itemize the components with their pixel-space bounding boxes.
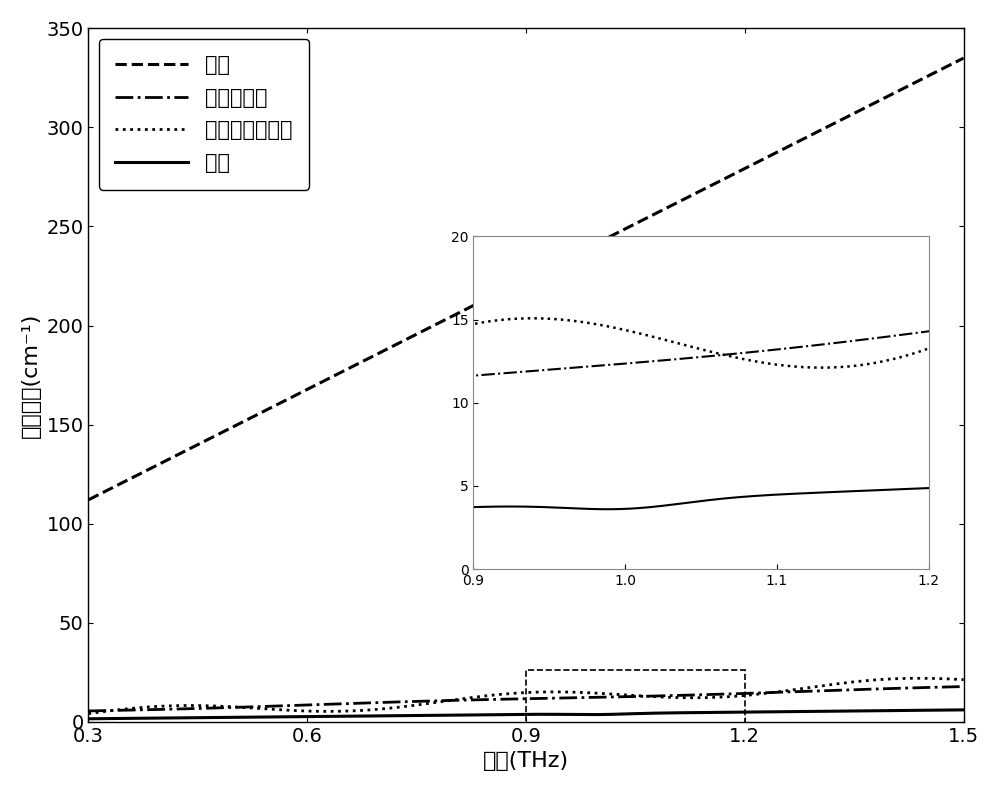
肉豆蘊酸异丙酯	[667, 693, 679, 703]
氟油	[478, 710, 490, 719]
氟油	[958, 705, 970, 714]
Bar	[526, 670, 745, 725]
氟油	[741, 707, 753, 717]
纯水	[237, 417, 249, 426]
氟油	[598, 710, 610, 719]
肉豆蘊酸异丙酯	[307, 706, 319, 716]
纯水	[741, 162, 753, 172]
二甲基硅油	[958, 682, 970, 691]
氟油	[667, 708, 679, 718]
Legend: 纯水, 二甲基硅油, 肉豆蘊酸异丙酯, 氟油: 纯水, 二甲基硅油, 肉豆蘊酸异丙酯, 氟油	[99, 39, 309, 189]
二甲基硅油	[598, 692, 610, 702]
Line: 氟油: 氟油	[88, 710, 964, 719]
纯水	[598, 234, 610, 244]
肉豆蘊酸异丙酯	[82, 709, 94, 718]
Y-axis label: 吸收系数(cm⁻¹): 吸收系数(cm⁻¹)	[21, 312, 41, 438]
氟油	[307, 712, 319, 722]
二甲基硅油	[82, 706, 94, 716]
二甲基硅油	[667, 691, 679, 700]
纯水	[958, 53, 970, 63]
纯水	[307, 382, 319, 391]
纯水	[478, 295, 490, 305]
二甲基硅油	[237, 703, 249, 712]
纯水	[82, 495, 94, 505]
氟油	[82, 714, 94, 724]
肉豆蘊酸异丙酯	[741, 691, 753, 700]
氟油	[237, 713, 249, 722]
肉豆蘊酸异丙酯	[912, 673, 924, 683]
X-axis label: 频率(THz): 频率(THz)	[483, 751, 569, 771]
Line: 二甲基硅油: 二甲基硅油	[88, 687, 964, 711]
肉豆蘊酸异丙酯	[958, 675, 970, 684]
Line: 肉豆蘊酸异丙酯: 肉豆蘊酸异丙酯	[88, 678, 964, 714]
二甲基硅油	[307, 700, 319, 710]
Line: 纯水: 纯水	[88, 58, 964, 500]
二甲基硅油	[478, 695, 490, 704]
纯水	[667, 200, 679, 210]
肉豆蘊酸异丙酯	[598, 689, 610, 699]
肉豆蘊酸异丙酯	[237, 703, 249, 712]
二甲基硅油	[741, 688, 753, 698]
肉豆蘊酸异丙酯	[478, 691, 490, 701]
